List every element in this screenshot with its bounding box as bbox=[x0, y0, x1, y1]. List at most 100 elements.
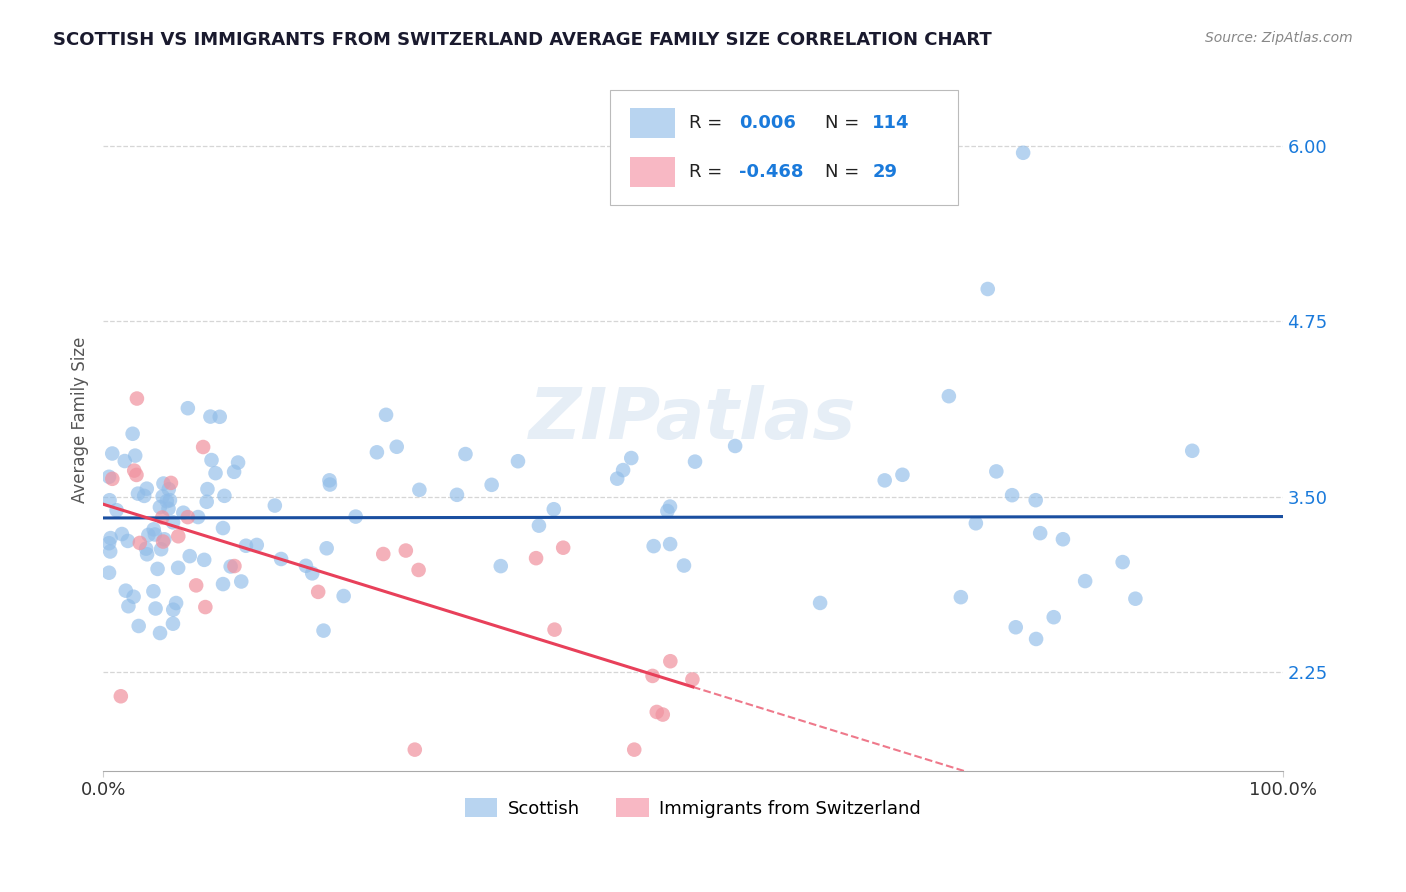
Point bbox=[553, 541, 575, 555]
Text: Source: ZipAtlas.com: Source: ZipAtlas.com bbox=[1205, 31, 1353, 45]
Point bbox=[114, 454, 136, 468]
Point bbox=[1181, 443, 1204, 458]
Point bbox=[1111, 555, 1133, 569]
Point bbox=[1004, 620, 1026, 634]
Point bbox=[121, 426, 143, 441]
Point bbox=[226, 456, 249, 470]
Point bbox=[1025, 632, 1047, 646]
Point bbox=[128, 536, 150, 550]
Point bbox=[135, 482, 157, 496]
Point bbox=[623, 742, 645, 756]
Legend: Scottish, Immigrants from Switzerland: Scottish, Immigrants from Switzerland bbox=[457, 791, 928, 825]
Point bbox=[307, 585, 329, 599]
Point bbox=[1029, 526, 1052, 541]
Point bbox=[620, 451, 643, 466]
Point bbox=[270, 552, 292, 566]
Point bbox=[395, 543, 418, 558]
Point bbox=[101, 472, 124, 486]
Point bbox=[295, 558, 318, 573]
Text: 114: 114 bbox=[872, 114, 910, 132]
Point bbox=[162, 603, 184, 617]
Point bbox=[366, 445, 388, 459]
Point bbox=[683, 455, 706, 469]
Point bbox=[152, 476, 174, 491]
Point bbox=[101, 446, 124, 460]
Point bbox=[114, 583, 136, 598]
Point bbox=[157, 482, 180, 496]
Point bbox=[965, 516, 987, 531]
Point bbox=[156, 494, 179, 508]
Point bbox=[127, 486, 149, 500]
Point bbox=[385, 440, 408, 454]
Point bbox=[100, 531, 122, 545]
Point bbox=[172, 506, 194, 520]
Point bbox=[408, 563, 430, 577]
Y-axis label: Average Family Size: Average Family Size bbox=[72, 336, 89, 503]
Point bbox=[136, 547, 159, 561]
Point bbox=[212, 521, 235, 535]
Text: -0.468: -0.468 bbox=[740, 163, 803, 181]
Point bbox=[160, 475, 183, 490]
Point bbox=[197, 482, 219, 496]
Point bbox=[98, 536, 121, 550]
Point bbox=[938, 389, 960, 403]
Point bbox=[98, 566, 121, 580]
Point bbox=[606, 472, 628, 486]
Point bbox=[657, 504, 679, 518]
Point bbox=[645, 705, 668, 719]
Point bbox=[375, 408, 398, 422]
Point bbox=[152, 490, 174, 504]
Point bbox=[128, 619, 150, 633]
Point bbox=[301, 566, 323, 581]
Point bbox=[98, 493, 121, 508]
Point bbox=[125, 392, 148, 406]
Point bbox=[977, 282, 1000, 296]
Point bbox=[187, 510, 209, 524]
Point bbox=[612, 463, 634, 477]
Point bbox=[150, 542, 173, 557]
Point bbox=[195, 495, 218, 509]
Point bbox=[1001, 488, 1024, 502]
Point bbox=[527, 518, 550, 533]
Point bbox=[165, 596, 187, 610]
Point bbox=[134, 489, 156, 503]
Point bbox=[117, 533, 139, 548]
Text: N =: N = bbox=[825, 163, 865, 181]
Point bbox=[344, 509, 367, 524]
Point bbox=[408, 483, 430, 497]
Point bbox=[162, 516, 184, 530]
Point bbox=[124, 449, 146, 463]
Point bbox=[177, 510, 200, 524]
Point bbox=[1042, 610, 1064, 624]
Point bbox=[808, 596, 831, 610]
Point bbox=[659, 500, 682, 514]
Point bbox=[222, 465, 245, 479]
Point bbox=[200, 453, 222, 467]
Point bbox=[1052, 533, 1074, 547]
Point bbox=[194, 600, 217, 615]
Point bbox=[643, 539, 665, 553]
Point bbox=[145, 601, 167, 615]
FancyBboxPatch shape bbox=[630, 108, 675, 138]
Point bbox=[146, 562, 169, 576]
Point bbox=[219, 559, 242, 574]
Point bbox=[235, 539, 257, 553]
Point bbox=[98, 470, 121, 484]
Text: R =: R = bbox=[689, 114, 728, 132]
Point bbox=[263, 499, 285, 513]
Point bbox=[724, 439, 747, 453]
Point bbox=[111, 527, 134, 541]
Point bbox=[524, 551, 547, 566]
Point bbox=[162, 616, 184, 631]
Point bbox=[332, 589, 354, 603]
Point bbox=[122, 590, 145, 604]
Point bbox=[110, 690, 132, 704]
Point bbox=[1125, 591, 1147, 606]
Point bbox=[214, 489, 236, 503]
Point bbox=[159, 493, 181, 508]
Point bbox=[167, 529, 190, 543]
Text: 29: 29 bbox=[872, 163, 897, 181]
Point bbox=[489, 559, 512, 574]
Point bbox=[319, 477, 342, 491]
Point bbox=[149, 500, 172, 515]
